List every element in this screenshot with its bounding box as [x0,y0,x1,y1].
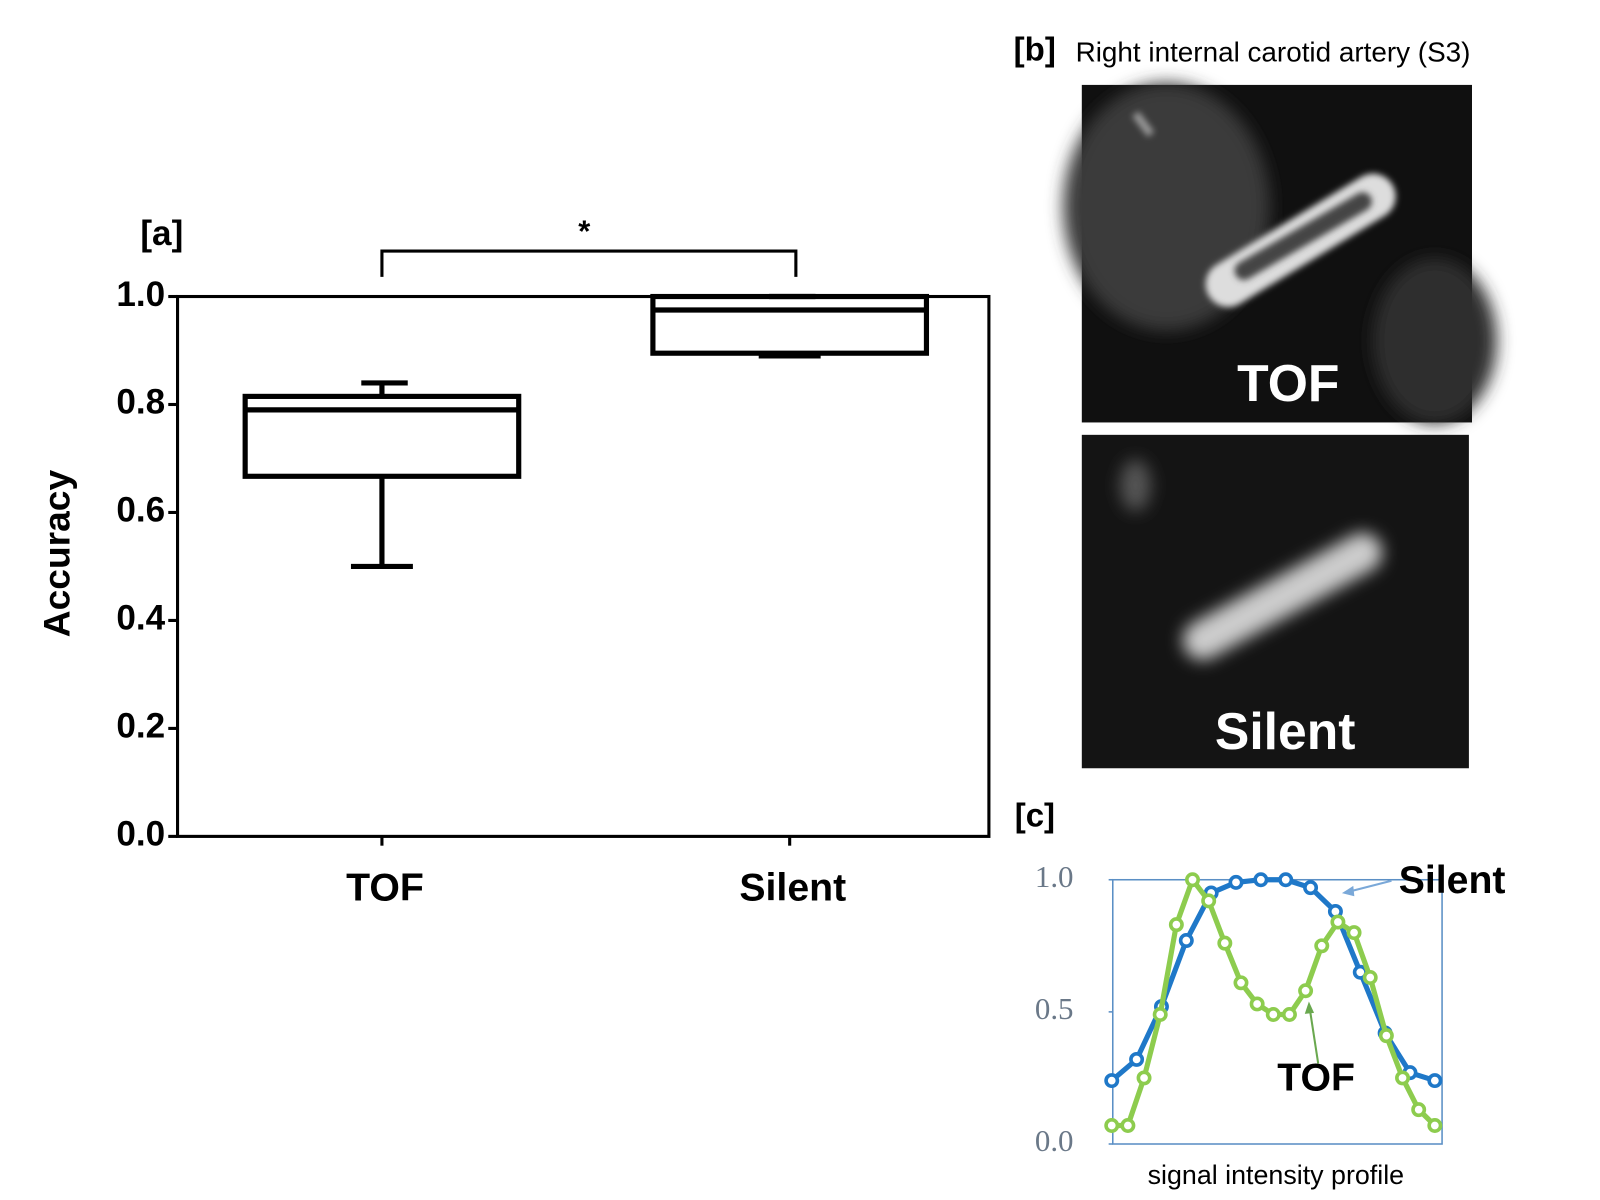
data-point [1362,970,1378,986]
panel-label: [c] [1015,797,1055,834]
data-point [1298,983,1314,999]
data-point [1303,880,1319,896]
legend-arrow-head [1304,1001,1315,1014]
y-tick-label: 0.5 [1035,991,1074,1026]
significance-mark: * [578,214,591,249]
data-point [1395,1070,1411,1086]
significance-bracket [380,249,798,277]
data-point [1330,914,1346,930]
data-point [1104,1118,1120,1133]
y-tick-label: 0.6 [116,491,165,530]
data-point [1185,872,1200,888]
y-tick-label: 0.4 [116,599,165,638]
data-point [1152,1007,1168,1022]
data-point [1228,874,1244,890]
panel-title: Right internal carotid artery (S3) [1076,36,1471,67]
mri-image: TOF [1063,82,1497,424]
legend-arrow-head [1341,885,1355,897]
y-tick-label: 0.2 [116,707,165,746]
data-point [1253,872,1269,888]
x-axis-label: signal intensity profile [1148,1160,1405,1190]
y-tick-label: 1.0 [1035,859,1074,894]
data-point [1411,1102,1427,1118]
legend-label: Silent [1399,858,1506,902]
data-point [1281,1007,1297,1022]
y-tick-label: 0.0 [116,815,165,854]
legend-label: TOF [1277,1055,1355,1099]
y-tick-label: 0.0 [1035,1123,1074,1158]
series-line [1110,877,1436,1084]
legend-arrow [1346,879,1392,894]
plot-frame [176,294,991,838]
data-point [1136,1070,1152,1086]
image-label: Silent [1215,702,1356,760]
x-tick-label: Silent [739,865,846,909]
data-point [1217,935,1233,951]
legend-arrow [1308,1009,1320,1064]
x-tick-label: TOF [346,865,424,909]
data-point [1201,893,1217,909]
panel-label: [b] [1014,31,1056,68]
data-point [1314,938,1330,954]
mri-image: Silent [1081,434,1469,769]
data-point [1278,872,1294,888]
y-tick-label: 1.0 [116,275,165,314]
data-point [1120,1118,1136,1133]
data-point [1233,975,1249,991]
data-point [1427,1118,1443,1133]
data-point [1104,1073,1120,1089]
y-axis-label: Accuracy [36,470,78,638]
data-point [1178,933,1194,949]
image-label: TOF [1237,354,1339,412]
y-tick-label: 0.8 [116,383,165,422]
panel-label: [a] [140,214,183,253]
box [650,293,930,356]
data-point [1427,1073,1443,1089]
data-point [1265,1007,1281,1022]
box [242,393,522,479]
series-line [1111,877,1437,1129]
data-point [1129,1051,1145,1067]
data-point [1249,996,1265,1012]
data-point [1378,1028,1394,1044]
data-point [1346,925,1362,941]
data-point [1168,917,1184,933]
